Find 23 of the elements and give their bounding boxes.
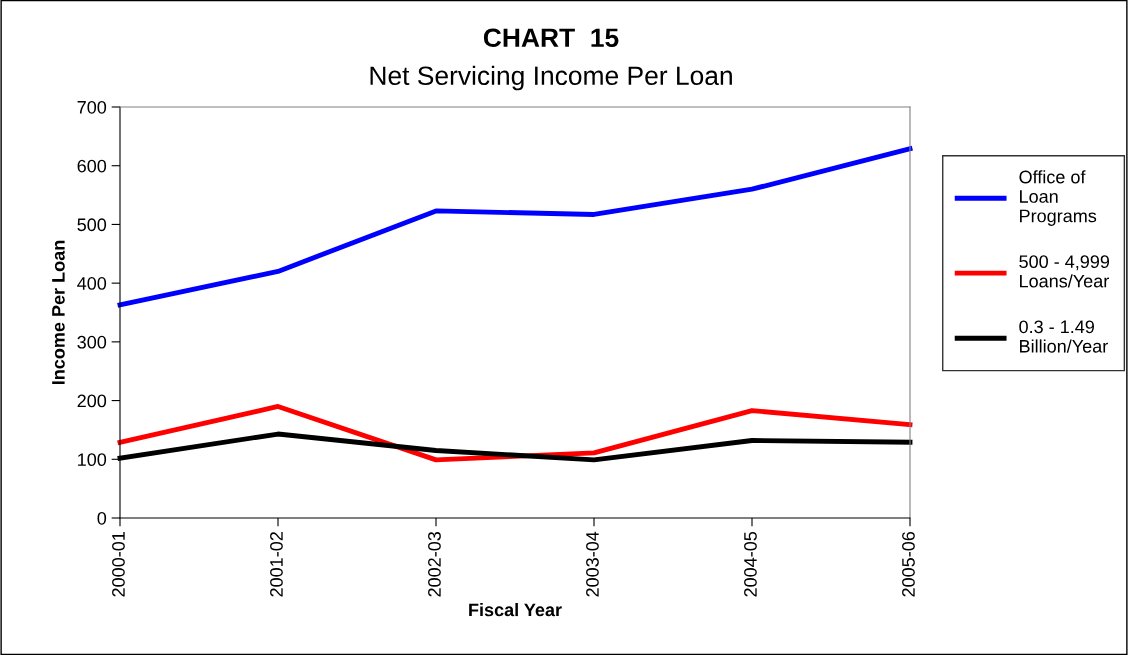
chart-title: CHART 15: [483, 28, 619, 48]
line-series: [117, 404, 913, 463]
y-tick-label: 500: [77, 218, 107, 232]
x-tick-label: 2000-01: [112, 532, 125, 597]
legend-label: 500 - 4,999 Loans/Year: [1019, 255, 1110, 288]
x-tick-label: 2005-06: [902, 531, 915, 597]
x-tick-label: 2003-04: [586, 531, 599, 597]
x-tick-label: 2004-05: [744, 531, 757, 597]
line-series: [117, 146, 913, 308]
y-tick-label: 700: [77, 100, 107, 114]
y-tick-label: 400: [77, 277, 107, 290]
chart-subtitle: Net Servicing Income Per Loan: [370, 65, 732, 91]
y-tick-label: 200: [77, 394, 107, 408]
legend-label: Office of Loan Programs: [1019, 170, 1097, 226]
y-tick-label: 0: [97, 511, 107, 525]
x-tick-label: 2001-02: [270, 532, 283, 597]
y-tick-label: 100: [78, 453, 107, 467]
y-tick-label: 300: [77, 335, 107, 349]
x-tick-label: 2002-03: [428, 531, 441, 597]
y-tick-label: 600: [77, 159, 107, 173]
legend-label: 0.3 - 1.49 Billion/Year: [1019, 320, 1108, 353]
y-axis-title: Income Per Loan: [52, 240, 65, 385]
x-axis-title: Fiscal Year: [469, 603, 562, 617]
